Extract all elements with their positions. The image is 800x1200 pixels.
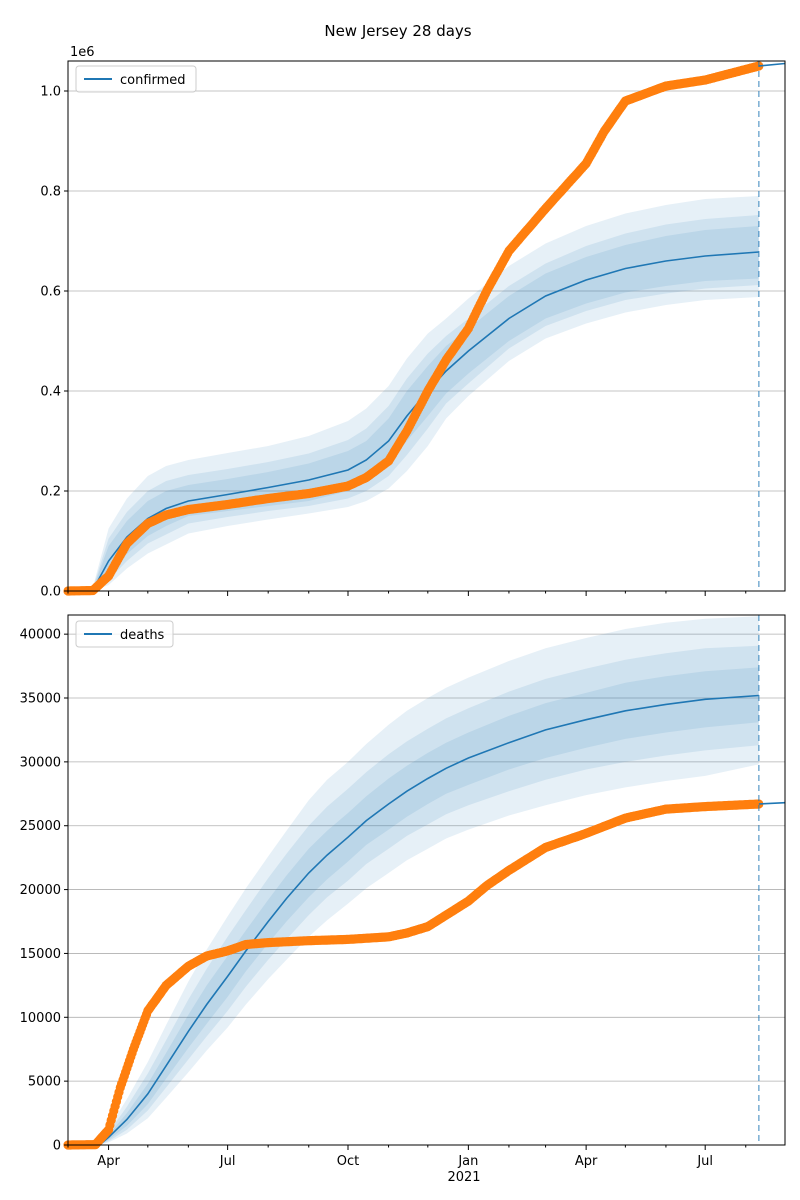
legend: confirmed: [75, 65, 197, 93]
y-tick-label: 20000: [20, 883, 61, 898]
y-tick-label: 10000: [20, 1011, 61, 1026]
x-tick-label: Oct: [337, 1154, 359, 1169]
legend-label: confirmed: [120, 73, 186, 88]
y-axis: 0.0 0.2 0.4 0.6 0.8 1.0: [40, 85, 68, 600]
observed-series: [63, 799, 764, 1150]
legend-label: deaths: [120, 628, 165, 643]
axes-frame: [67, 60, 786, 592]
forecast-series: [758, 801, 786, 805]
uncertainty-bands: [99, 616, 759, 1145]
x-tick-label: Jul: [219, 1154, 236, 1169]
uncertainty-band: [99, 616, 759, 1145]
y-tick-label: 1.0: [40, 85, 61, 100]
y-tick-label: 30000: [20, 755, 61, 770]
axes-frame: [67, 614, 786, 1146]
uncertainty-bands: [79, 196, 759, 591]
legend-box: [75, 620, 174, 648]
y-tick-label: 25000: [20, 819, 61, 834]
observed-point: [754, 799, 764, 809]
x-axis: Apr Jul Oct Jan Apr Jul: [67, 1145, 747, 1169]
y-tick-label: 0.0: [40, 585, 61, 600]
forecast-line: [758, 801, 786, 805]
y-tick-label: 0.8: [40, 185, 61, 200]
axes-border: [67, 614, 786, 1146]
y-tick-label: 0: [53, 1139, 61, 1154]
model-series: [98, 694, 759, 1146]
uncertainty-band: [79, 196, 759, 591]
x-axis: [67, 591, 747, 596]
y-tick-label: 0.2: [40, 485, 61, 500]
chart-title: New Jersey 28 days: [324, 22, 471, 40]
x-tick-label: Apr: [575, 1154, 598, 1169]
legend-box: [75, 65, 197, 93]
axes-border: [67, 60, 786, 592]
model-median-line: [98, 694, 759, 1146]
uncertainty-band: [99, 667, 759, 1145]
y-tick-label: 40000: [20, 628, 61, 643]
forecast-series: [758, 62, 786, 67]
grid-lines: [68, 633, 785, 1146]
y-axis: 0 5000 10000 15000 20000 25000 30000 35000 40000: [20, 628, 68, 1154]
year-label: 2021: [447, 1170, 480, 1185]
y-tick-label: 5000: [28, 1075, 61, 1090]
x-tick-label: Jul: [696, 1154, 713, 1169]
y-tick-label: 0.4: [40, 385, 61, 400]
y-tick-label: 0.6: [40, 285, 61, 300]
confirmed-panel: 0.0 0.2 0.4 0.6 0.8 1.0 1e6 confirmed: [40, 45, 786, 600]
x-tick-label: Jan: [457, 1154, 478, 1169]
y-tick-label: 15000: [20, 947, 61, 962]
y-tick-label: 35000: [20, 692, 61, 707]
offset-label: 1e6: [70, 45, 95, 60]
x-tick-label: Apr: [97, 1154, 120, 1169]
forecast-line: [758, 62, 786, 67]
legend: deaths: [75, 620, 174, 648]
uncertainty-band: [99, 645, 759, 1145]
observed-series: [63, 61, 764, 596]
deaths-panel: 0 5000 10000 15000 20000 25000 30000 35000 40000…: [20, 614, 786, 1185]
